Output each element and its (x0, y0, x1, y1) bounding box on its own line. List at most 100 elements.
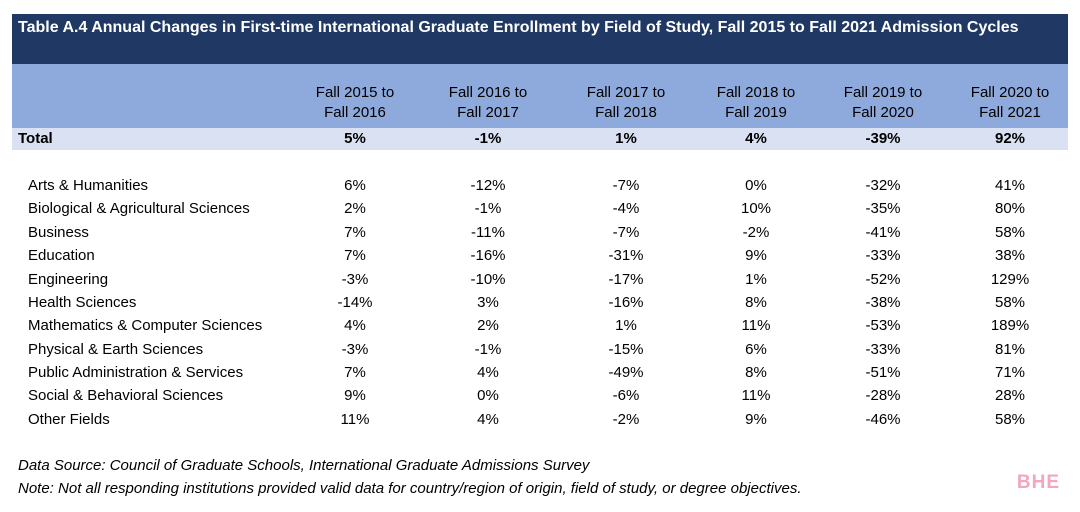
table-cell: -1% (474, 200, 502, 217)
column-header-5: Fall 2019 to Fall 2020 (813, 83, 953, 123)
table-cell: 8% (745, 294, 767, 311)
bhe-logo: BHE (1016, 472, 1060, 493)
table-cell: 81% (994, 341, 1026, 358)
table-cell: 58% (994, 411, 1026, 428)
total-row-band (12, 128, 1068, 150)
total-cell: 4% (745, 130, 767, 147)
table-cell: -3% (341, 341, 369, 358)
table-cell: -51% (865, 364, 901, 381)
table-cell: 9% (745, 247, 767, 264)
column-header-line: Fall 2017 to (586, 84, 666, 101)
table-cell: 6% (745, 341, 767, 358)
table-cell: 58% (994, 294, 1026, 311)
table-cell: -4% (612, 200, 640, 217)
column-header-line: Fall 2020 (852, 104, 914, 121)
total-cell: 92% (994, 130, 1026, 147)
total-cell: -1% (474, 130, 502, 147)
column-header-line: Fall 2020 to (970, 84, 1050, 101)
table-cell: 11% (340, 411, 370, 428)
column-header-line: Fall 2015 to (315, 84, 395, 101)
table-cell: -11% (471, 224, 505, 241)
row-label: Arts & Humanities (28, 177, 149, 194)
table-cell: -31% (608, 247, 644, 264)
row-label: Education (28, 247, 95, 264)
column-header-4: Fall 2018 to Fall 2019 (686, 83, 826, 123)
row-label: Engineering (28, 271, 109, 288)
column-header-bar (12, 64, 1068, 128)
table-cell: -16% (608, 294, 644, 311)
table-cell: 1% (745, 271, 767, 288)
table-cell: -17% (608, 271, 644, 288)
row-label: Public Administration & Services (28, 364, 244, 381)
table-cell: 3% (477, 294, 499, 311)
table-cell: 7% (344, 364, 366, 381)
table-cell: 38% (994, 247, 1026, 264)
table-cell: -46% (865, 411, 901, 428)
table-cell: 8% (745, 364, 767, 381)
row-label: Business (28, 224, 89, 241)
row-label: Biological & Agricultural Sciences (28, 200, 250, 217)
row-label: Physical & Earth Sciences (28, 341, 204, 358)
table-cell: 129% (990, 271, 1030, 288)
column-header-line: Fall 2021 (979, 104, 1041, 121)
table-cell: -1% (474, 341, 502, 358)
table-cell: -12% (470, 177, 506, 194)
table-cell: 9% (745, 411, 767, 428)
table-cell: -3% (341, 271, 369, 288)
footnote: Note: Not all responding institutions pr… (18, 480, 802, 497)
table-cell: 41% (994, 177, 1026, 194)
total-cell: 5% (344, 130, 366, 147)
row-label: Mathematics & Computer Sciences (28, 317, 263, 334)
table-cell: -49% (608, 364, 644, 381)
table-cell: -33% (865, 247, 901, 264)
table-cell: -7% (612, 224, 640, 241)
table-cell: 11% (741, 317, 771, 334)
table-cell: -41% (865, 224, 901, 241)
table-cell: -2% (612, 411, 640, 428)
table-cell: 11% (741, 387, 771, 404)
total-row-label: Total (18, 130, 53, 147)
table-cell: 4% (477, 364, 499, 381)
table-cell: -32% (865, 177, 901, 194)
table-cell: 6% (344, 177, 366, 194)
column-header-3: Fall 2017 to Fall 2018 (556, 83, 696, 123)
table-cell: -16% (470, 247, 506, 264)
table-cell: 0% (745, 177, 767, 194)
table-cell: -38% (865, 294, 901, 311)
table-cell: 9% (344, 387, 366, 404)
total-cell: 1% (615, 130, 637, 147)
table-title: Table A.4 Annual Changes in First-time I… (12, 14, 1068, 64)
table-cell: 189% (990, 317, 1030, 334)
table-cell: -15% (608, 341, 644, 358)
table-cell: 7% (344, 247, 366, 264)
table-cell: 0% (477, 387, 499, 404)
table-cell: 4% (477, 411, 499, 428)
table-cell: 28% (994, 387, 1026, 404)
column-header-2: Fall 2016 to Fall 2017 (418, 83, 558, 123)
column-header-line: Fall 2016 to (448, 84, 528, 101)
table-cell: 71% (994, 364, 1026, 381)
column-header-line: Fall 2018 (595, 104, 657, 121)
table-cell: -28% (865, 387, 901, 404)
table-cell: -7% (612, 177, 640, 194)
row-label: Other Fields (28, 411, 110, 428)
table-cell: -6% (612, 387, 640, 404)
column-header-line: Fall 2019 to (843, 84, 923, 101)
column-header-line: Fall 2017 (457, 104, 519, 121)
table-cell: 80% (994, 200, 1026, 217)
column-header-6: Fall 2020 to Fall 2021 (940, 83, 1080, 123)
table-cell: 2% (344, 200, 366, 217)
table-cell: -35% (865, 200, 901, 217)
column-header-line: Fall 2016 (324, 104, 386, 121)
table-cell: -2% (742, 224, 770, 241)
table-cell: -53% (865, 317, 901, 334)
table-cell: 2% (477, 317, 499, 334)
column-header-line: Fall 2018 to (716, 84, 796, 101)
column-header-1: Fall 2015 to Fall 2016 (285, 83, 425, 123)
row-label: Health Sciences (28, 294, 137, 311)
table-cell: -14% (337, 294, 373, 311)
table-cell: -52% (865, 271, 901, 288)
table-cell: 10% (740, 200, 772, 217)
table-cell: 1% (615, 317, 637, 334)
row-label: Social & Behavioral Sciences (28, 387, 224, 404)
